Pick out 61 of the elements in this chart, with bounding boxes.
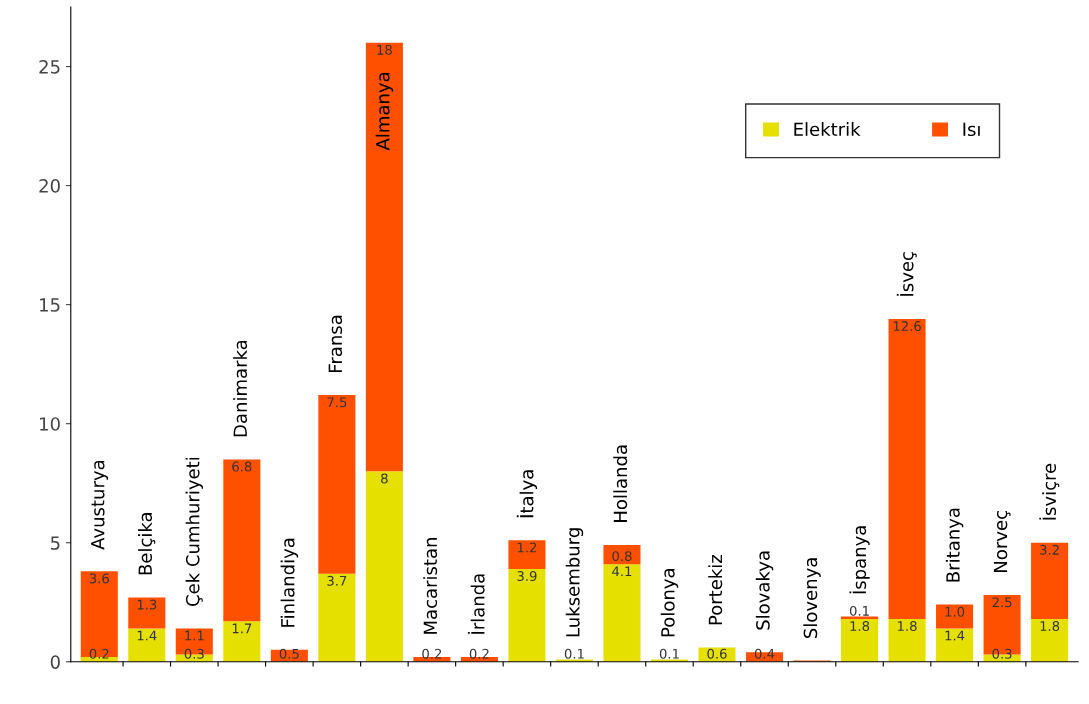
y-tick-label: 25 [39, 60, 60, 74]
data-label: 1.8 [1040, 621, 1060, 632]
data-label: 3.6 [89, 573, 109, 584]
data-label: 12.6 [893, 321, 921, 332]
x-tick-label: Polonya [660, 569, 679, 637]
data-label: 6.8 [232, 461, 252, 472]
data-label: 0.1 [849, 605, 869, 616]
data-label: 1.7 [232, 623, 252, 634]
data-label: 1.0 [945, 606, 965, 617]
data-label: 0.6 [707, 648, 727, 659]
data-label: 1.4 [945, 630, 965, 641]
x-tick-label: Fransa [328, 315, 343, 372]
data-label: 0.8 [612, 551, 632, 562]
data-label: 0.5 [279, 648, 299, 659]
x-tick-label: Slovakya [755, 551, 774, 630]
data-label: 1.8 [850, 621, 870, 632]
x-tick-label: İsviçre [1039, 463, 1060, 520]
x-tick-label: Belçika [138, 513, 156, 575]
legend-label: Isı [963, 122, 980, 137]
data-label: 0.2 [469, 648, 489, 659]
x-tick-label: İspanya [849, 526, 870, 594]
data-label: 0.1 [564, 648, 584, 659]
y-tick-label: 20 [39, 179, 60, 193]
x-tick-label: İtalya [516, 470, 538, 518]
x-tick-label: Norveç [993, 511, 1011, 572]
data-label: 0.3 [992, 648, 1012, 659]
y-tick-label: 15 [40, 298, 60, 312]
y-tick-label: 0 [50, 655, 60, 669]
data-label: 0.2 [422, 648, 442, 659]
data-label: 2.5 [992, 597, 1012, 608]
legend-label: Elektrik [794, 122, 861, 137]
x-tick-label: İsveç [896, 252, 917, 296]
data-label: 1.4 [137, 630, 157, 641]
data-label: 3.2 [1040, 544, 1059, 555]
y-tick-label: 10 [40, 417, 60, 431]
data-label: 3.7 [327, 575, 347, 586]
y-tick-label: 5 [50, 536, 60, 550]
x-tick-label: Çek Cumhuriyeti [185, 457, 204, 606]
data-label: 3.9 [517, 571, 537, 582]
data-label: 8 [381, 473, 388, 484]
data-label: 4.1 [612, 566, 632, 577]
data-label: 1.1 [185, 630, 204, 641]
x-tick-label: Luksemburg [565, 528, 584, 637]
data-label: 1.2 [517, 542, 537, 553]
x-tick-label: Macaristan [423, 538, 438, 634]
data-label: 18 [377, 44, 392, 55]
data-label: 1.3 [137, 599, 157, 610]
data-label: 7.5 [327, 397, 347, 408]
x-tick-label: Hollanda [613, 445, 628, 522]
x-tick-label: Slovenya [803, 558, 821, 638]
x-tick-label: İrlanda [467, 574, 485, 634]
data-label: 0.1 [659, 648, 679, 659]
x-tick-label: Finlandiya [280, 538, 299, 627]
x-tick-label: Portekiz [708, 554, 723, 625]
x-tick-label: Almanya [375, 72, 394, 151]
x-tick-label: Danimarka [233, 340, 248, 437]
data-label: 1.8 [898, 621, 917, 632]
data-label: 0.3 [184, 648, 204, 659]
x-tick-label: Avusturya [91, 460, 109, 550]
x-tick-label: Britanya [945, 508, 964, 582]
data-label: 0.2 [89, 648, 109, 659]
